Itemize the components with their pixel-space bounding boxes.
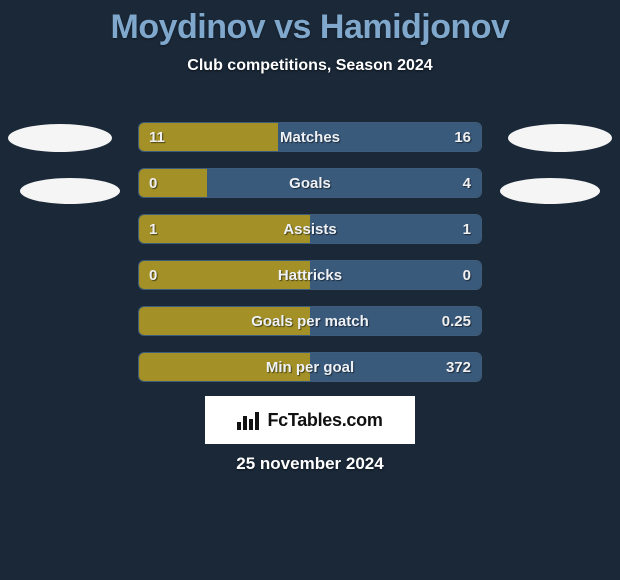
- stat-fill-left: [139, 353, 310, 381]
- player-left-avatar-top: [8, 124, 112, 152]
- stat-value-left: 11: [139, 123, 175, 151]
- stat-row: 0 Goals 4: [138, 168, 482, 198]
- stat-fill-left: [139, 307, 310, 335]
- stat-value-right: 4: [453, 169, 481, 197]
- fctables-logo: FcTables.com: [205, 396, 415, 444]
- stat-value-right: 1: [453, 215, 481, 243]
- stat-value-left: [139, 353, 159, 381]
- stat-row: Min per goal 372: [138, 352, 482, 382]
- stat-value-left: 0: [139, 169, 167, 197]
- page-title: Moydinov vs Hamidjonov: [0, 0, 620, 47]
- stat-value-left: [139, 307, 159, 335]
- stat-row: 1 Assists 1: [138, 214, 482, 244]
- bar-chart-icon: [237, 410, 261, 430]
- stat-value-right: 16: [444, 123, 481, 151]
- stat-value-left: 1: [139, 215, 167, 243]
- page-subtitle: Club competitions, Season 2024: [0, 57, 620, 75]
- player-right-avatar-bottom: [500, 178, 600, 204]
- stat-fill-right: [207, 169, 481, 197]
- stat-row: Goals per match 0.25: [138, 306, 482, 336]
- logo-text: FcTables.com: [267, 410, 382, 431]
- footer-date: 25 november 2024: [0, 454, 620, 474]
- stat-row: 11 Matches 16: [138, 122, 482, 152]
- stat-value-left: 0: [139, 261, 167, 289]
- stat-row: 0 Hattricks 0: [138, 260, 482, 290]
- player-left-avatar-bottom: [20, 178, 120, 204]
- stat-value-right: 0: [453, 261, 481, 289]
- stat-value-right: 0.25: [432, 307, 481, 335]
- player-right-avatar-top: [508, 124, 612, 152]
- stats-container: 11 Matches 16 0 Goals 4 1 Assists 1 0 Ha…: [138, 122, 482, 398]
- stat-value-right: 372: [436, 353, 481, 381]
